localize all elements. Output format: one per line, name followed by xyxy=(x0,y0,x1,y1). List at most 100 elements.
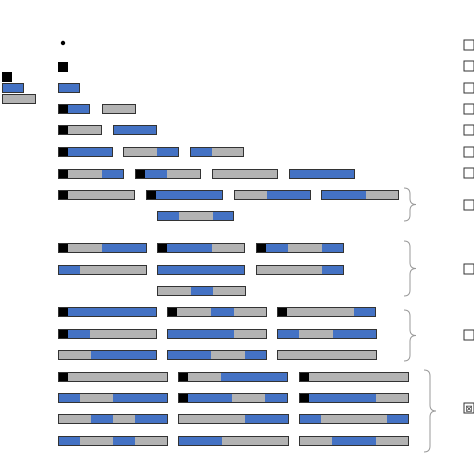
gray-segment xyxy=(299,436,332,446)
gray-segment xyxy=(178,414,245,424)
blue-segment xyxy=(267,190,311,200)
black-segment xyxy=(277,307,287,317)
black-segment xyxy=(58,169,68,179)
blue-segment xyxy=(91,414,113,424)
bar-outline xyxy=(58,307,157,317)
segmented-bar xyxy=(58,243,147,253)
bar-outline xyxy=(299,414,409,424)
blue-segment xyxy=(156,190,223,200)
blue-segment xyxy=(309,393,376,403)
curly-brace xyxy=(403,187,417,222)
segmented-bar xyxy=(113,125,157,135)
curly-brace xyxy=(403,309,417,362)
braces-layer xyxy=(403,187,437,453)
black-segment xyxy=(58,62,68,72)
blue-segment xyxy=(167,350,211,360)
checkbox-square xyxy=(463,103,474,115)
segmented-bar xyxy=(167,307,267,317)
bar-outline xyxy=(157,211,234,221)
bar-outline xyxy=(58,243,147,253)
gray-segment xyxy=(135,436,168,446)
bar-outline xyxy=(58,436,168,446)
blue-segment xyxy=(113,125,157,135)
segmented-bar xyxy=(2,83,24,93)
bar-outline xyxy=(58,393,168,403)
gray-segment xyxy=(234,190,267,200)
black-segment xyxy=(299,372,309,382)
blue-segment xyxy=(2,83,24,93)
blue-segment xyxy=(58,83,80,93)
segmented-bar xyxy=(299,414,409,424)
blue-segment xyxy=(245,414,289,424)
blue-segment xyxy=(277,329,299,339)
blue-segment xyxy=(322,265,344,275)
blue-segment xyxy=(289,169,355,179)
bar-outline xyxy=(113,125,157,135)
blue-segment xyxy=(191,286,213,296)
checkbox-square xyxy=(463,329,474,341)
bar-outline xyxy=(277,329,377,339)
bar-outline xyxy=(190,147,244,157)
legend-box xyxy=(463,39,474,51)
blue-segment xyxy=(188,393,232,403)
gray-segment xyxy=(167,169,201,179)
legend-box xyxy=(463,82,474,94)
segmented-bar xyxy=(212,169,278,179)
bar-outline xyxy=(178,414,289,424)
black-segment xyxy=(58,329,68,339)
black-segment xyxy=(58,307,68,317)
legend-mark: ⊠ xyxy=(465,405,473,415)
black-segment xyxy=(299,393,309,403)
blue-segment xyxy=(157,211,179,221)
gray-segment xyxy=(211,350,245,360)
origin-dot xyxy=(60,40,66,46)
bar-outline xyxy=(157,265,245,275)
bar-outline xyxy=(256,243,344,253)
blue-segment xyxy=(332,436,376,446)
gray-segment xyxy=(376,393,409,403)
blue-segment xyxy=(157,265,245,275)
segmented-bar xyxy=(178,393,288,403)
blue-segment xyxy=(91,350,157,360)
segmented-bar xyxy=(102,104,136,114)
gray-segment xyxy=(309,372,409,382)
segmented-bar xyxy=(58,190,135,200)
segmented-bar xyxy=(256,243,344,253)
segmented-bar xyxy=(299,436,409,446)
bar-outline xyxy=(321,190,399,200)
blue-segment xyxy=(190,147,212,157)
bar-outline xyxy=(58,265,147,275)
checkbox-square xyxy=(463,60,474,72)
segmented-bar xyxy=(289,169,355,179)
blue-segment xyxy=(68,329,90,339)
gray-segment xyxy=(58,414,91,424)
blue-segment xyxy=(213,211,234,221)
blue-segment xyxy=(58,265,80,275)
bar-outline xyxy=(2,94,36,104)
segmented-bar xyxy=(2,94,36,104)
bar-outline xyxy=(212,169,278,179)
black-segment xyxy=(178,393,188,403)
blue-segment xyxy=(265,393,288,403)
bar-outline xyxy=(178,393,288,403)
gray-segment xyxy=(256,265,322,275)
segmented-bar xyxy=(58,436,168,446)
segmented-bar xyxy=(135,169,201,179)
black-segment xyxy=(178,372,188,382)
segmented-bar xyxy=(277,329,377,339)
segmented-bar xyxy=(58,329,157,339)
blue-segment xyxy=(113,436,135,446)
segmented-bar xyxy=(157,243,245,253)
black-segment xyxy=(2,72,12,82)
black-segment xyxy=(58,147,68,157)
segmented-bar xyxy=(277,307,376,317)
gray-segment xyxy=(234,329,267,339)
bar-outline xyxy=(123,147,179,157)
black-segment xyxy=(58,190,68,200)
gray-segment xyxy=(234,307,267,317)
segmented-bar xyxy=(2,72,12,82)
blue-segment xyxy=(68,104,90,114)
bar-outline xyxy=(157,243,245,253)
bar-outline xyxy=(58,104,90,114)
